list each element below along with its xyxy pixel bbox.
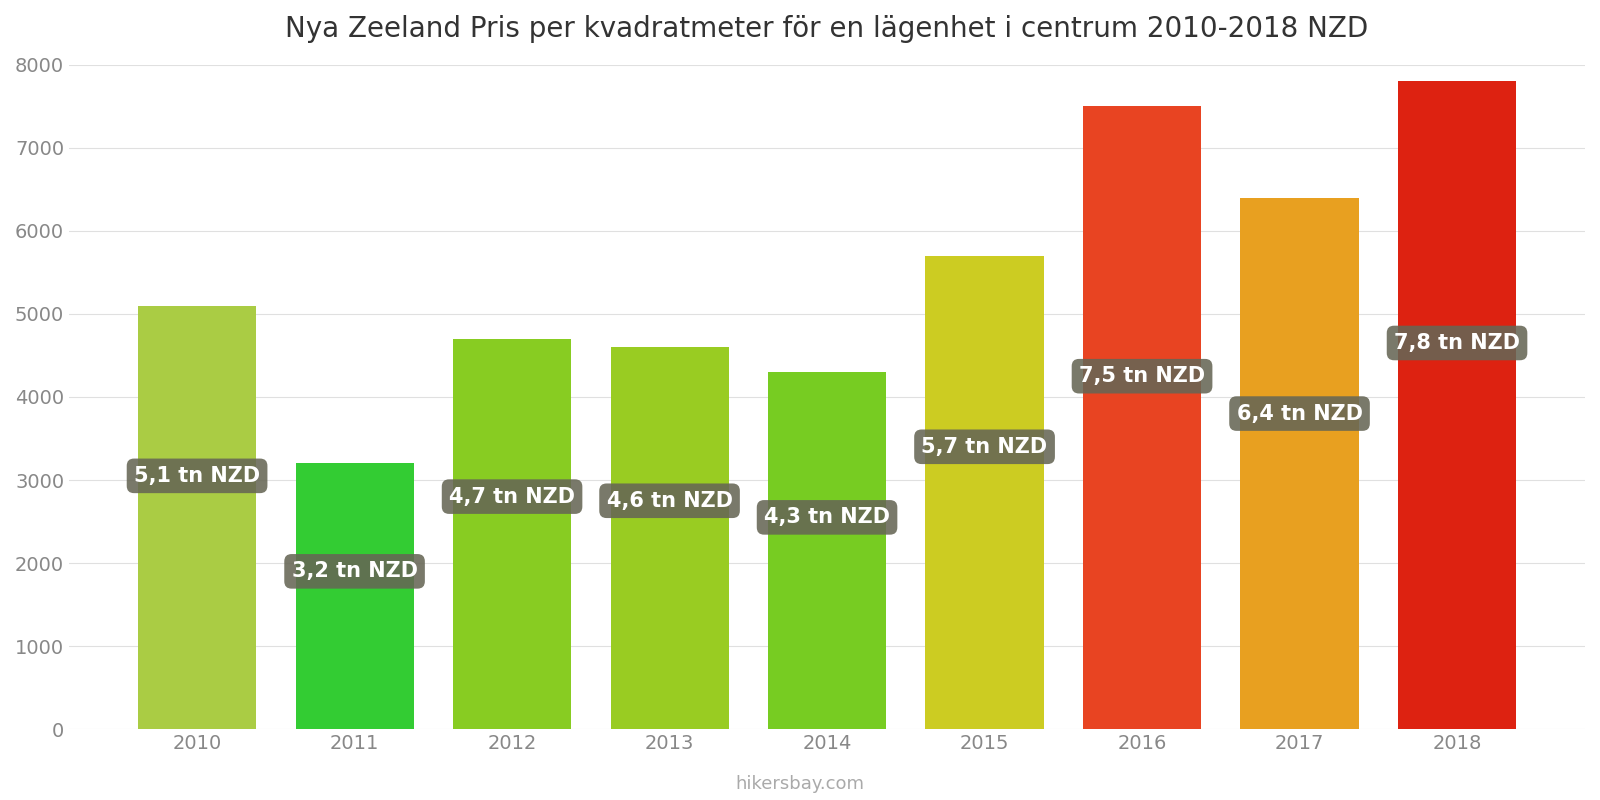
Text: 5,1 tn NZD: 5,1 tn NZD [134,466,261,486]
Text: 6,4 tn NZD: 6,4 tn NZD [1237,403,1363,423]
Text: 5,7 tn NZD: 5,7 tn NZD [922,437,1048,457]
Text: 4,7 tn NZD: 4,7 tn NZD [450,486,574,506]
Text: hikersbay.com: hikersbay.com [736,775,864,793]
Bar [768,372,886,729]
Bar [296,463,414,729]
Bar [1398,82,1517,729]
Text: 7,5 tn NZD: 7,5 tn NZD [1078,366,1205,386]
Text: 4,6 tn NZD: 4,6 tn NZD [606,490,733,510]
Text: 3,2 tn NZD: 3,2 tn NZD [291,562,418,582]
Title: Nya Zeeland Pris per kvadratmeter för en lägenhet i centrum 2010-2018 NZD: Nya Zeeland Pris per kvadratmeter för en… [285,15,1368,43]
Text: 7,8 tn NZD: 7,8 tn NZD [1394,333,1520,353]
Bar [1083,106,1202,729]
Bar [1240,198,1358,729]
Text: 4,3 tn NZD: 4,3 tn NZD [765,507,890,527]
Bar [453,339,571,729]
Bar [925,256,1043,729]
Bar [138,306,256,729]
Bar [611,347,728,729]
